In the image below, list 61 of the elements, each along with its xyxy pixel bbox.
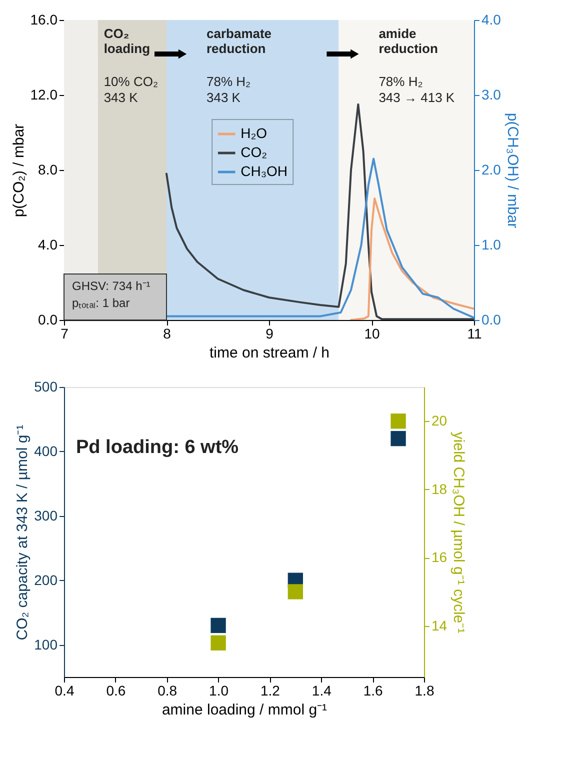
y2-tick-label: 1.0	[482, 236, 502, 252]
y-tick-label: 400	[34, 442, 58, 459]
x-tick-label: 1.2	[260, 682, 280, 698]
line-series	[166, 158, 474, 319]
point	[210, 618, 226, 634]
y2-axis-title: yield CH₃OH / µmol g⁻¹ cycle⁻¹	[450, 432, 468, 634]
x-tick-label: 1.4	[312, 682, 332, 698]
point	[390, 414, 406, 429]
y-tick-label: 200	[34, 572, 58, 588]
y-axis-title: p(CO₂) / mbar	[10, 124, 28, 218]
band-label: CO₂ loading	[104, 26, 150, 56]
point	[288, 584, 304, 600]
legend-label: CH₃OH	[240, 163, 288, 179]
annotation: Pd loading: 6 wt%	[76, 437, 239, 458]
y2-tick-label: 16	[432, 549, 448, 566]
annotation: 343 K	[206, 90, 241, 105]
band-label: carbamate reduction	[206, 26, 272, 56]
y-tick-label: 16.0	[30, 12, 58, 28]
y2-tick-label: 4.0	[482, 12, 502, 28]
annotation: 10% CO₂	[104, 74, 158, 89]
annotation: 343 → 413 K	[378, 90, 455, 105]
x-tick-label: 1.8	[414, 682, 434, 698]
x-tick-label: 1.6	[363, 682, 384, 698]
x-tick-label: 7	[60, 326, 69, 342]
y-tick-label: 500	[34, 378, 58, 394]
y-tick-label: 8.0	[38, 162, 58, 178]
x-tick-label: 0.8	[158, 682, 178, 698]
annotation: 78% H₂	[206, 74, 251, 89]
legend-label: CO₂	[240, 144, 268, 160]
y-tick-label: 100	[34, 636, 58, 652]
point	[390, 430, 406, 446]
annotation: GHSV: 734 h⁻¹	[72, 279, 150, 293]
y-tick-label: 0.0	[38, 312, 58, 328]
x-tick-label: 1.0	[209, 682, 229, 698]
line-series	[350, 198, 474, 320]
x-axis-title: amine loading / mmol g⁻¹	[162, 702, 328, 718]
legend-label: H₂O	[240, 125, 268, 141]
x-tick-label: 0.4	[54, 682, 74, 698]
y-axis-title: CO₂ capacity at 343 K / µmol g⁻¹	[14, 424, 32, 640]
y-tick-label: 4.0	[38, 236, 58, 252]
y2-axis-title: p(CH₃OH) / mbar	[504, 112, 521, 228]
band-label: amide reduction	[378, 26, 438, 56]
y2-tick-label: 3.0	[482, 86, 502, 102]
x-tick-label: 8	[163, 326, 172, 342]
x-tick-label: 0.6	[106, 682, 126, 698]
line-series	[166, 103, 474, 320]
y2-tick-label: 18	[432, 480, 448, 497]
point	[210, 635, 226, 650]
annotation: 343 K	[104, 90, 138, 105]
y2-tick-label: 2.0	[482, 162, 502, 178]
annotation: 78% H₂	[378, 74, 423, 89]
x-tick-label: 9	[266, 326, 274, 342]
y2-tick-label: 20	[432, 412, 448, 429]
y2-tick-label: 14	[432, 617, 448, 634]
x-tick-label: 10	[364, 326, 380, 342]
y2-tick-label: 0.0	[482, 312, 502, 328]
x-tick-label: 11	[467, 326, 482, 342]
y-tick-label: 12.0	[30, 86, 58, 102]
annotation: pₜₒₜₐₗ: 1 bar	[72, 296, 130, 310]
y-tick-label: 300	[34, 507, 58, 524]
x-axis-title: time on stream / h	[209, 344, 330, 362]
